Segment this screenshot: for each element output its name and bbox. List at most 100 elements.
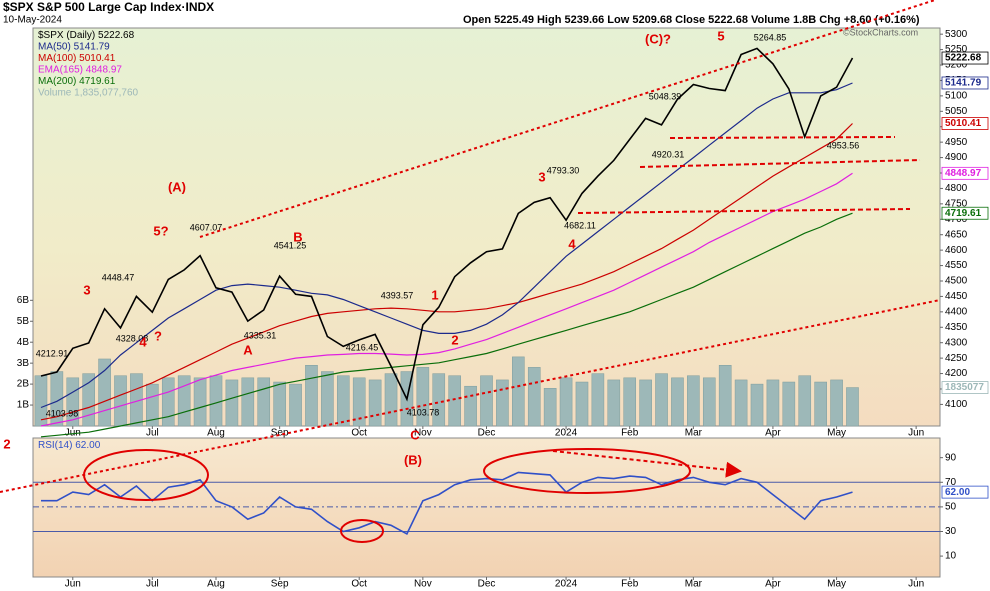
wave-label: ?	[154, 328, 162, 343]
y-tick-label: 30	[945, 526, 957, 537]
volume-bar	[464, 385, 477, 427]
x-tick-label: May	[827, 428, 846, 439]
series-line	[40, 172, 853, 427]
price-annotation: 4448.47	[102, 272, 135, 282]
volume-bar	[655, 373, 668, 427]
y-tick-label: 4350	[945, 322, 968, 333]
x-tick-label: Nov	[414, 428, 432, 439]
legend-name: MA(200)	[38, 76, 76, 87]
volume-bar	[527, 367, 541, 427]
volume-bar	[177, 375, 191, 427]
y-tick-label: 4450	[945, 291, 968, 302]
x-tick-label: Jun	[908, 428, 924, 439]
wave-label: 4	[139, 334, 147, 349]
y-tick-label: 4100	[945, 399, 968, 410]
volume-bar	[734, 379, 748, 427]
last-value-label: 4848.97	[945, 168, 982, 179]
y-tick-label: 90	[945, 452, 957, 463]
y-tick-label: 5200	[945, 60, 968, 71]
legend-value: 5141.79	[74, 41, 111, 52]
series-line	[40, 47, 854, 402]
volume-bar	[496, 379, 509, 427]
wave-label: 3	[83, 282, 90, 297]
volume-bar	[798, 375, 812, 427]
y-tick-label: 4950	[945, 137, 968, 148]
support-line	[639, 159, 921, 168]
price-annotation: 4216.45	[346, 342, 379, 352]
volume-bar	[352, 377, 366, 427]
support-line	[577, 208, 911, 214]
volume-bar	[114, 375, 127, 427]
y2-tick-label: 5B	[17, 316, 30, 327]
price-annotation: 5264.85	[754, 32, 787, 42]
price-annotation: 4607.07	[190, 222, 223, 232]
x-tick-label: Feb	[621, 579, 639, 590]
x-tick-label: Sep	[271, 428, 289, 439]
price-panel	[32, 27, 941, 427]
volume-bar	[161, 377, 175, 427]
price-annotation: 4335.31	[244, 330, 277, 340]
lower-trend-line	[0, 299, 941, 493]
legend-value: 62.00	[75, 440, 100, 451]
legend-entry: RSI(14) 62.00	[38, 440, 101, 451]
volume-bar	[607, 379, 621, 427]
y-tick-label: 4200	[945, 368, 968, 379]
price-annotation: 4920.31	[652, 149, 685, 159]
wave-label: 5?	[153, 223, 168, 238]
last-value-box	[941, 166, 989, 180]
wave-label: 2	[451, 332, 458, 347]
y-tick-label: 4250	[945, 353, 968, 364]
price-annotation: 4953.56	[827, 140, 860, 150]
y-tick-label: 5100	[945, 91, 968, 102]
y-tick-label: 4600	[945, 245, 968, 256]
y-tick-label: 70	[945, 477, 957, 488]
volume-bar	[146, 383, 159, 427]
volume-bar	[639, 379, 652, 427]
volume-bar	[321, 371, 334, 427]
series-line	[40, 82, 853, 409]
price-annotation: 4103.98	[46, 408, 79, 418]
wave-label: 2	[3, 436, 10, 451]
volume-bar	[289, 383, 302, 427]
plot-layer: 4100415042004250430043504400445045004550…	[3, 28, 989, 590]
legend-name: $SPX (Daily)	[38, 30, 95, 41]
volume-bar	[702, 377, 716, 427]
volume-bar	[273, 381, 286, 427]
last-value-box	[941, 76, 989, 90]
x-tick-label: Jul	[146, 428, 159, 439]
x-tick-label: Aug	[207, 428, 225, 439]
legend-entry: $SPX (Daily) 5222.68	[38, 30, 135, 41]
watermark: ©StockCharts.com	[843, 27, 918, 37]
legend-name: Volume	[38, 87, 72, 98]
y-tick-label: 10	[945, 551, 957, 562]
volume-bar	[432, 373, 446, 427]
legend-value: 5010.41	[79, 53, 116, 64]
volume-bar	[336, 375, 350, 427]
series-line	[40, 212, 853, 438]
price-annotation: 4541.25	[274, 240, 307, 250]
volume-bar	[209, 375, 223, 427]
wave-label: (B)	[404, 452, 422, 467]
legend-value: 1,835,077,760	[74, 87, 138, 98]
volume-bar	[368, 379, 382, 427]
volume-bar	[687, 375, 700, 427]
volume-bar	[846, 387, 859, 427]
volume-bar	[225, 379, 239, 427]
volume-bar	[305, 365, 318, 427]
x-tick-label: Apr	[765, 579, 781, 590]
volume-bar	[718, 365, 732, 427]
legend-entry: Volume 1,835,077,760	[38, 87, 139, 98]
last-value-box	[941, 206, 989, 220]
rsi-arrow	[552, 450, 742, 478]
annotations-layout	[0, 0, 941, 543]
y2-tick-label: 4B	[17, 337, 30, 348]
x-tick-label: Mar	[685, 579, 703, 590]
wave-label: 5	[717, 28, 724, 43]
x-tick-label: 2024	[555, 579, 578, 590]
legend-entry: MA(200) 4719.61	[38, 76, 116, 87]
y2-tick-label: 2B	[17, 379, 30, 390]
x-tick-label: Oct	[351, 579, 367, 590]
x-tick-label: 2024	[555, 428, 578, 439]
x-tick-label: Apr	[765, 428, 781, 439]
